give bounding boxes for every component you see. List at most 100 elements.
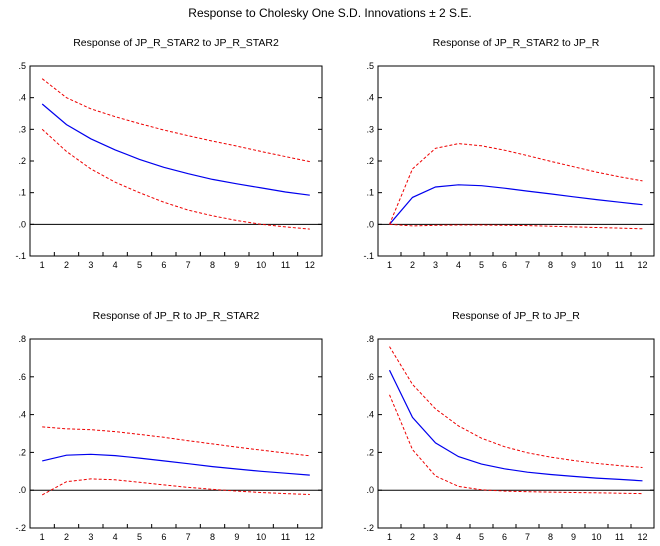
x-tick-label: 3 bbox=[88, 260, 93, 270]
series-line-lower bbox=[41, 128, 310, 230]
y-tick-label: .2 bbox=[18, 447, 26, 457]
series-line-lower bbox=[389, 223, 643, 230]
x-tick-label: 6 bbox=[161, 532, 166, 542]
x-tick-label: 7 bbox=[186, 532, 191, 542]
x-tick-label: 9 bbox=[234, 532, 239, 542]
y-tick-label: -.2 bbox=[15, 523, 26, 533]
x-tick-label: 10 bbox=[256, 532, 266, 542]
chart-title: Response of JP_R_STAR2 to JP_R_STAR2 bbox=[73, 37, 279, 49]
plot-frame bbox=[29, 338, 323, 529]
x-tick-label: 4 bbox=[113, 260, 118, 270]
x-tick-label: 4 bbox=[113, 532, 118, 542]
series-line-upper bbox=[389, 346, 643, 468]
y-tick-label: .5 bbox=[366, 61, 374, 71]
x-tick-label: 4 bbox=[456, 532, 461, 542]
y-tick-label: .1 bbox=[18, 188, 26, 198]
y-tick-label: .0 bbox=[18, 219, 26, 229]
series-line-upper bbox=[41, 78, 310, 163]
y-tick-label: .3 bbox=[18, 124, 26, 134]
x-tick-label: 9 bbox=[234, 260, 239, 270]
y-tick-label: .2 bbox=[366, 156, 374, 166]
chart-title: Response of JP_R to JP_R bbox=[452, 310, 580, 322]
y-tick-label: .0 bbox=[18, 485, 26, 495]
x-tick-label: 12 bbox=[305, 532, 315, 542]
x-tick-label: 1 bbox=[40, 260, 45, 270]
x-tick-label: 12 bbox=[637, 260, 647, 270]
x-tick-label: 9 bbox=[571, 532, 576, 542]
series-line-upper bbox=[42, 426, 310, 457]
chart-title: Response of JP_R_STAR2 to JP_R bbox=[433, 37, 600, 49]
series-line-response bbox=[388, 369, 643, 482]
x-tick-label: 12 bbox=[305, 260, 315, 270]
y-tick-label: -.1 bbox=[15, 251, 26, 261]
x-tick-label: 2 bbox=[64, 260, 69, 270]
plot-frame bbox=[377, 65, 655, 257]
series-line-lower bbox=[41, 478, 310, 496]
x-tick-label: 2 bbox=[64, 532, 69, 542]
x-tick-label: 11 bbox=[281, 532, 290, 542]
y-tick-label: .0 bbox=[366, 485, 374, 495]
x-tick-label: 5 bbox=[137, 532, 142, 542]
x-tick-label: 3 bbox=[433, 532, 438, 542]
y-tick-label: .1 bbox=[366, 188, 374, 198]
y-tick-label: .8 bbox=[366, 334, 374, 344]
y-tick-label: .4 bbox=[18, 93, 26, 103]
x-tick-label: 6 bbox=[161, 260, 166, 270]
y-tick-label: -.1 bbox=[363, 251, 374, 261]
chart-panel-2: Response of JP_R_STAR2 to JP_R -.1 .0 .1 .2.… bbox=[363, 37, 655, 270]
x-tick-label: 7 bbox=[525, 260, 530, 270]
series-line-response bbox=[389, 184, 643, 225]
x-tick-label: 5 bbox=[479, 532, 484, 542]
chart-panel-4: Response of JP_R to JP_R-.2.0.2.4.6.81 2 3… bbox=[363, 310, 655, 542]
series-line-lower bbox=[389, 394, 643, 495]
chart-panel-1: Response of JP_R_STAR2 to JP_R_STAR2 -.1.… bbox=[15, 37, 323, 270]
x-tick-label: 4 bbox=[456, 260, 461, 270]
series-line-upper bbox=[389, 143, 643, 225]
series-line-response bbox=[42, 453, 310, 476]
y-tick-label: .2 bbox=[18, 156, 26, 166]
figure-title: Response to Cholesky One S.D. Innovation… bbox=[188, 6, 472, 20]
x-tick-label: 12 bbox=[637, 532, 647, 542]
x-tick-label: 11 bbox=[615, 532, 624, 542]
x-tick-label: 10 bbox=[591, 532, 601, 542]
x-tick-label: 8 bbox=[548, 260, 553, 270]
x-tick-label: 3 bbox=[88, 532, 93, 542]
y-tick-label: .0 bbox=[366, 219, 374, 229]
y-tick-label: .6 bbox=[18, 372, 26, 382]
x-tick-label: 1 bbox=[387, 532, 392, 542]
x-tick-label: 10 bbox=[591, 260, 601, 270]
x-tick-label: 11 bbox=[615, 260, 624, 270]
y-tick-label: .2 bbox=[366, 447, 374, 457]
x-tick-label: 10 bbox=[256, 260, 266, 270]
x-tick-label: 2 bbox=[410, 260, 415, 270]
series-line-response bbox=[41, 103, 310, 196]
x-tick-label: 8 bbox=[210, 532, 215, 542]
chart-panel-3: Response of JP_R to JP_R_STAR2 -.2 .0 .2 .4.… bbox=[15, 310, 323, 542]
chart-title: Response of JP_R to JP_R_STAR2 bbox=[93, 310, 260, 322]
y-tick-label: .4 bbox=[366, 410, 374, 420]
plot-frame bbox=[377, 338, 655, 529]
y-tick-label: .5 bbox=[18, 61, 26, 71]
plot-frame bbox=[29, 65, 323, 257]
x-tick-label: 6 bbox=[502, 260, 507, 270]
x-tick-label: 1 bbox=[387, 260, 392, 270]
x-tick-label: 1 bbox=[40, 532, 45, 542]
y-tick-label: -.2 bbox=[363, 523, 374, 533]
x-tick-label: 3 bbox=[433, 260, 438, 270]
x-tick-label: 2 bbox=[410, 532, 415, 542]
y-tick-label: .4 bbox=[18, 410, 26, 420]
x-tick-label: 5 bbox=[479, 260, 484, 270]
y-tick-label: .3 bbox=[366, 124, 374, 134]
x-tick-label: 7 bbox=[186, 260, 191, 270]
y-tick-label: .8 bbox=[18, 334, 26, 344]
y-tick-label: .4 bbox=[366, 93, 374, 103]
x-tick-label: 5 bbox=[137, 260, 142, 270]
y-tick-label: .6 bbox=[366, 372, 374, 382]
x-tick-label: 6 bbox=[502, 532, 507, 542]
x-tick-label: 9 bbox=[571, 260, 576, 270]
x-tick-label: 7 bbox=[525, 532, 530, 542]
x-tick-label: 11 bbox=[281, 260, 290, 270]
x-tick-label: 8 bbox=[548, 532, 553, 542]
x-tick-label: 8 bbox=[210, 260, 215, 270]
